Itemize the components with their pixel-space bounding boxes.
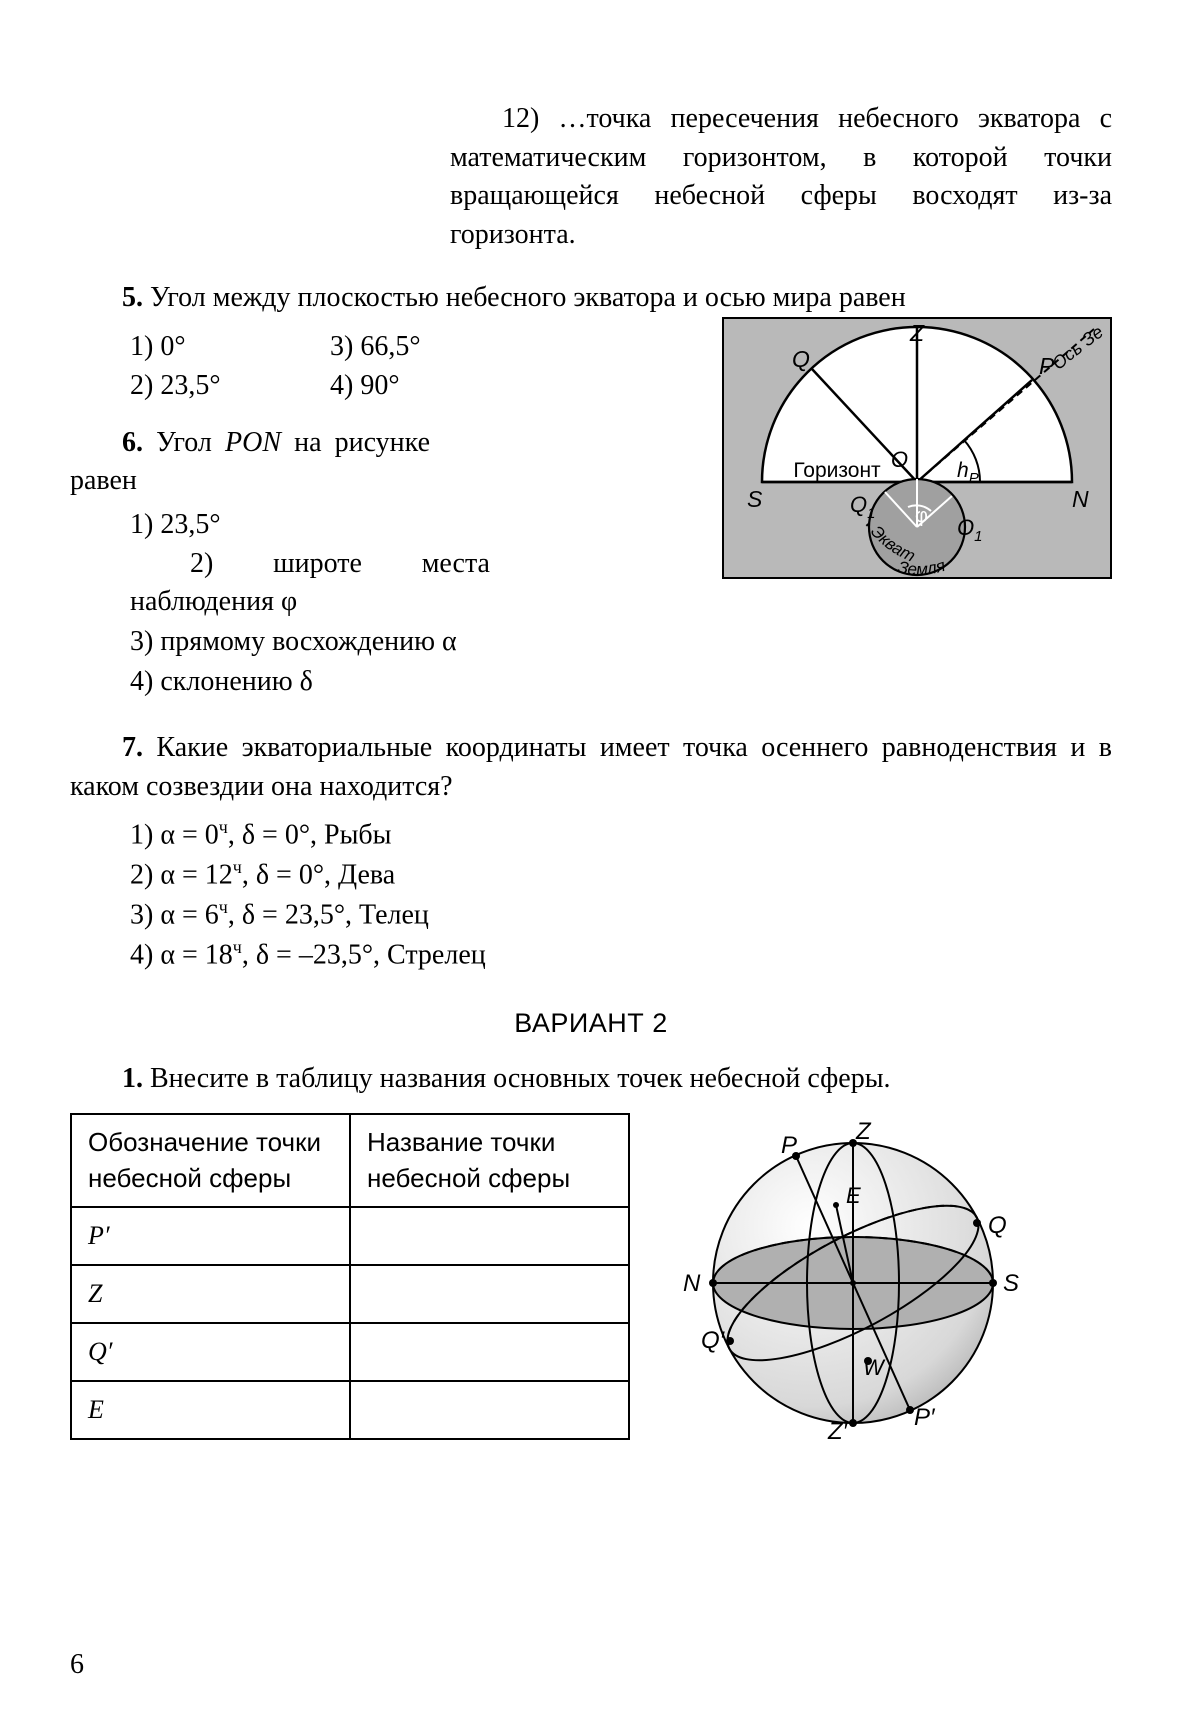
table-header-row: Обозначение точки небесной сферы Названи… [71, 1114, 629, 1208]
figure-celestial-hemisphere: Z P Q O hP Горизонт S N Ось Земли Q1 φ O… [722, 317, 1112, 579]
q5-opt-1: 1) 0° [130, 327, 330, 366]
fig2-label-Pp: P′ [914, 1404, 936, 1431]
fig1-label-phi: φ [915, 505, 928, 527]
cell-empty[interactable] [350, 1381, 629, 1439]
q6-pon: PON [225, 427, 281, 458]
table-row: Z [71, 1265, 629, 1323]
q6-opt-1: 1) 23,5° [130, 505, 490, 545]
q6-body-a: Угол [156, 427, 225, 458]
points-table: Обозначение точки небесной сферы Названи… [70, 1113, 630, 1440]
q6-opt-2: 2) широте места наблюдения φ [70, 545, 490, 622]
cell-empty[interactable] [350, 1323, 629, 1381]
cell-empty[interactable] [350, 1207, 629, 1265]
figure-celestial-sphere: P Z E Q N S Q′ W Z′ P′ [658, 1113, 1048, 1443]
table-row: Q′ [71, 1323, 629, 1381]
q6-text: 6. Угол PON на рисунке равен [70, 424, 430, 501]
fig2-label-Q: Q [988, 1212, 1007, 1239]
fig1-label-horizon: Горизонт [793, 459, 881, 482]
fig2-label-E: E [846, 1183, 861, 1208]
q7-block: 7. Какие экваториальные координаты имеет… [70, 729, 1112, 975]
cell-E: E [71, 1381, 350, 1439]
q5-body: Угол между плоскостью небесного экватора… [150, 282, 906, 313]
variant2-q1-text: 1. Внесите в таблицу названия основных т… [70, 1060, 1112, 1099]
fig1-label-Q: Q [792, 346, 810, 372]
page: 12) …точка пересечения небесного экватор… [0, 0, 1182, 1733]
q6-opt-4: 4) склонению δ [130, 662, 1112, 702]
q6-options-bottom: 3) прямому восхождению α 4) склонению δ [70, 622, 1112, 702]
fig2-label-Qp: Q′ [701, 1327, 726, 1354]
cell-empty[interactable] [350, 1265, 629, 1323]
table-head-2: Название точки небесной сферы [350, 1114, 629, 1208]
variant-2-title: ВАРИАНТ 2 [70, 1005, 1112, 1042]
q6-options-top: 1) 23,5° [70, 505, 490, 545]
table-row: E [71, 1381, 629, 1439]
fig2-label-S: S [1003, 1270, 1019, 1297]
q7-text: 7. Какие экваториальные координаты имеет… [70, 729, 1112, 806]
q5-opt-3: 3) 66,5° [330, 327, 530, 366]
variant2-q1-body: Внесите в таблицу названия основных точе… [150, 1063, 891, 1094]
fig1-label-S: S [747, 486, 763, 512]
q5-text: 5. Угол между плоскостью небесного экват… [70, 279, 1112, 318]
q7-opt-2: 2) α = 12ч, δ = 0°, Дева [130, 855, 1112, 895]
q12-text: 12) …точка пересечения небесного экватор… [450, 100, 1112, 255]
fig1-label-N: N [1072, 486, 1089, 512]
table-head-1: Обозначение точки небесной сферы [71, 1114, 350, 1208]
fig2-label-Z: Z [855, 1118, 872, 1145]
fig2-label-N: N [683, 1270, 701, 1297]
q7-body: Какие экваториальные координаты имеет то… [70, 732, 1112, 802]
fig2-label-Zp: Z′ [827, 1418, 849, 1443]
q7-opt-3: 3) α = 6ч, δ = 23,5°, Телец [130, 895, 1112, 935]
cell-Pprime: P′ [71, 1207, 350, 1265]
table-figure-row: Обозначение точки небесной сферы Названи… [70, 1113, 1112, 1443]
variant2-q1-num: 1. [122, 1063, 143, 1094]
q6-opt-3: 3) прямому восхождению α [130, 622, 1112, 662]
cell-Z: Z [71, 1265, 350, 1323]
q7-num: 7. [122, 732, 143, 763]
q7-options: 1) α = 0ч, δ = 0°, Рыбы 2) α = 12ч, δ = … [70, 815, 1112, 975]
q5-opt-2: 2) 23,5° [130, 366, 330, 405]
page-number: 6 [70, 1646, 84, 1685]
q5-q6-region: 1) 0° 2) 23,5° 3) 66,5° 4) 90° 6. Угол P… [70, 327, 1112, 701]
fig1-label-O: O [891, 447, 908, 472]
fig1-label-Z: Z [909, 320, 925, 346]
q6-num: 6. [122, 427, 143, 458]
q7-opt-1: 1) α = 0ч, δ = 0°, Рыбы [130, 815, 1112, 855]
q5-num: 5. [122, 282, 143, 313]
q7-opt-4: 4) α = 18ч, δ = –23,5°, Стрелец [130, 935, 1112, 975]
cell-Qprime: Q′ [71, 1323, 350, 1381]
table-row: P′ [71, 1207, 629, 1265]
q5-opt-4: 4) 90° [330, 366, 530, 405]
